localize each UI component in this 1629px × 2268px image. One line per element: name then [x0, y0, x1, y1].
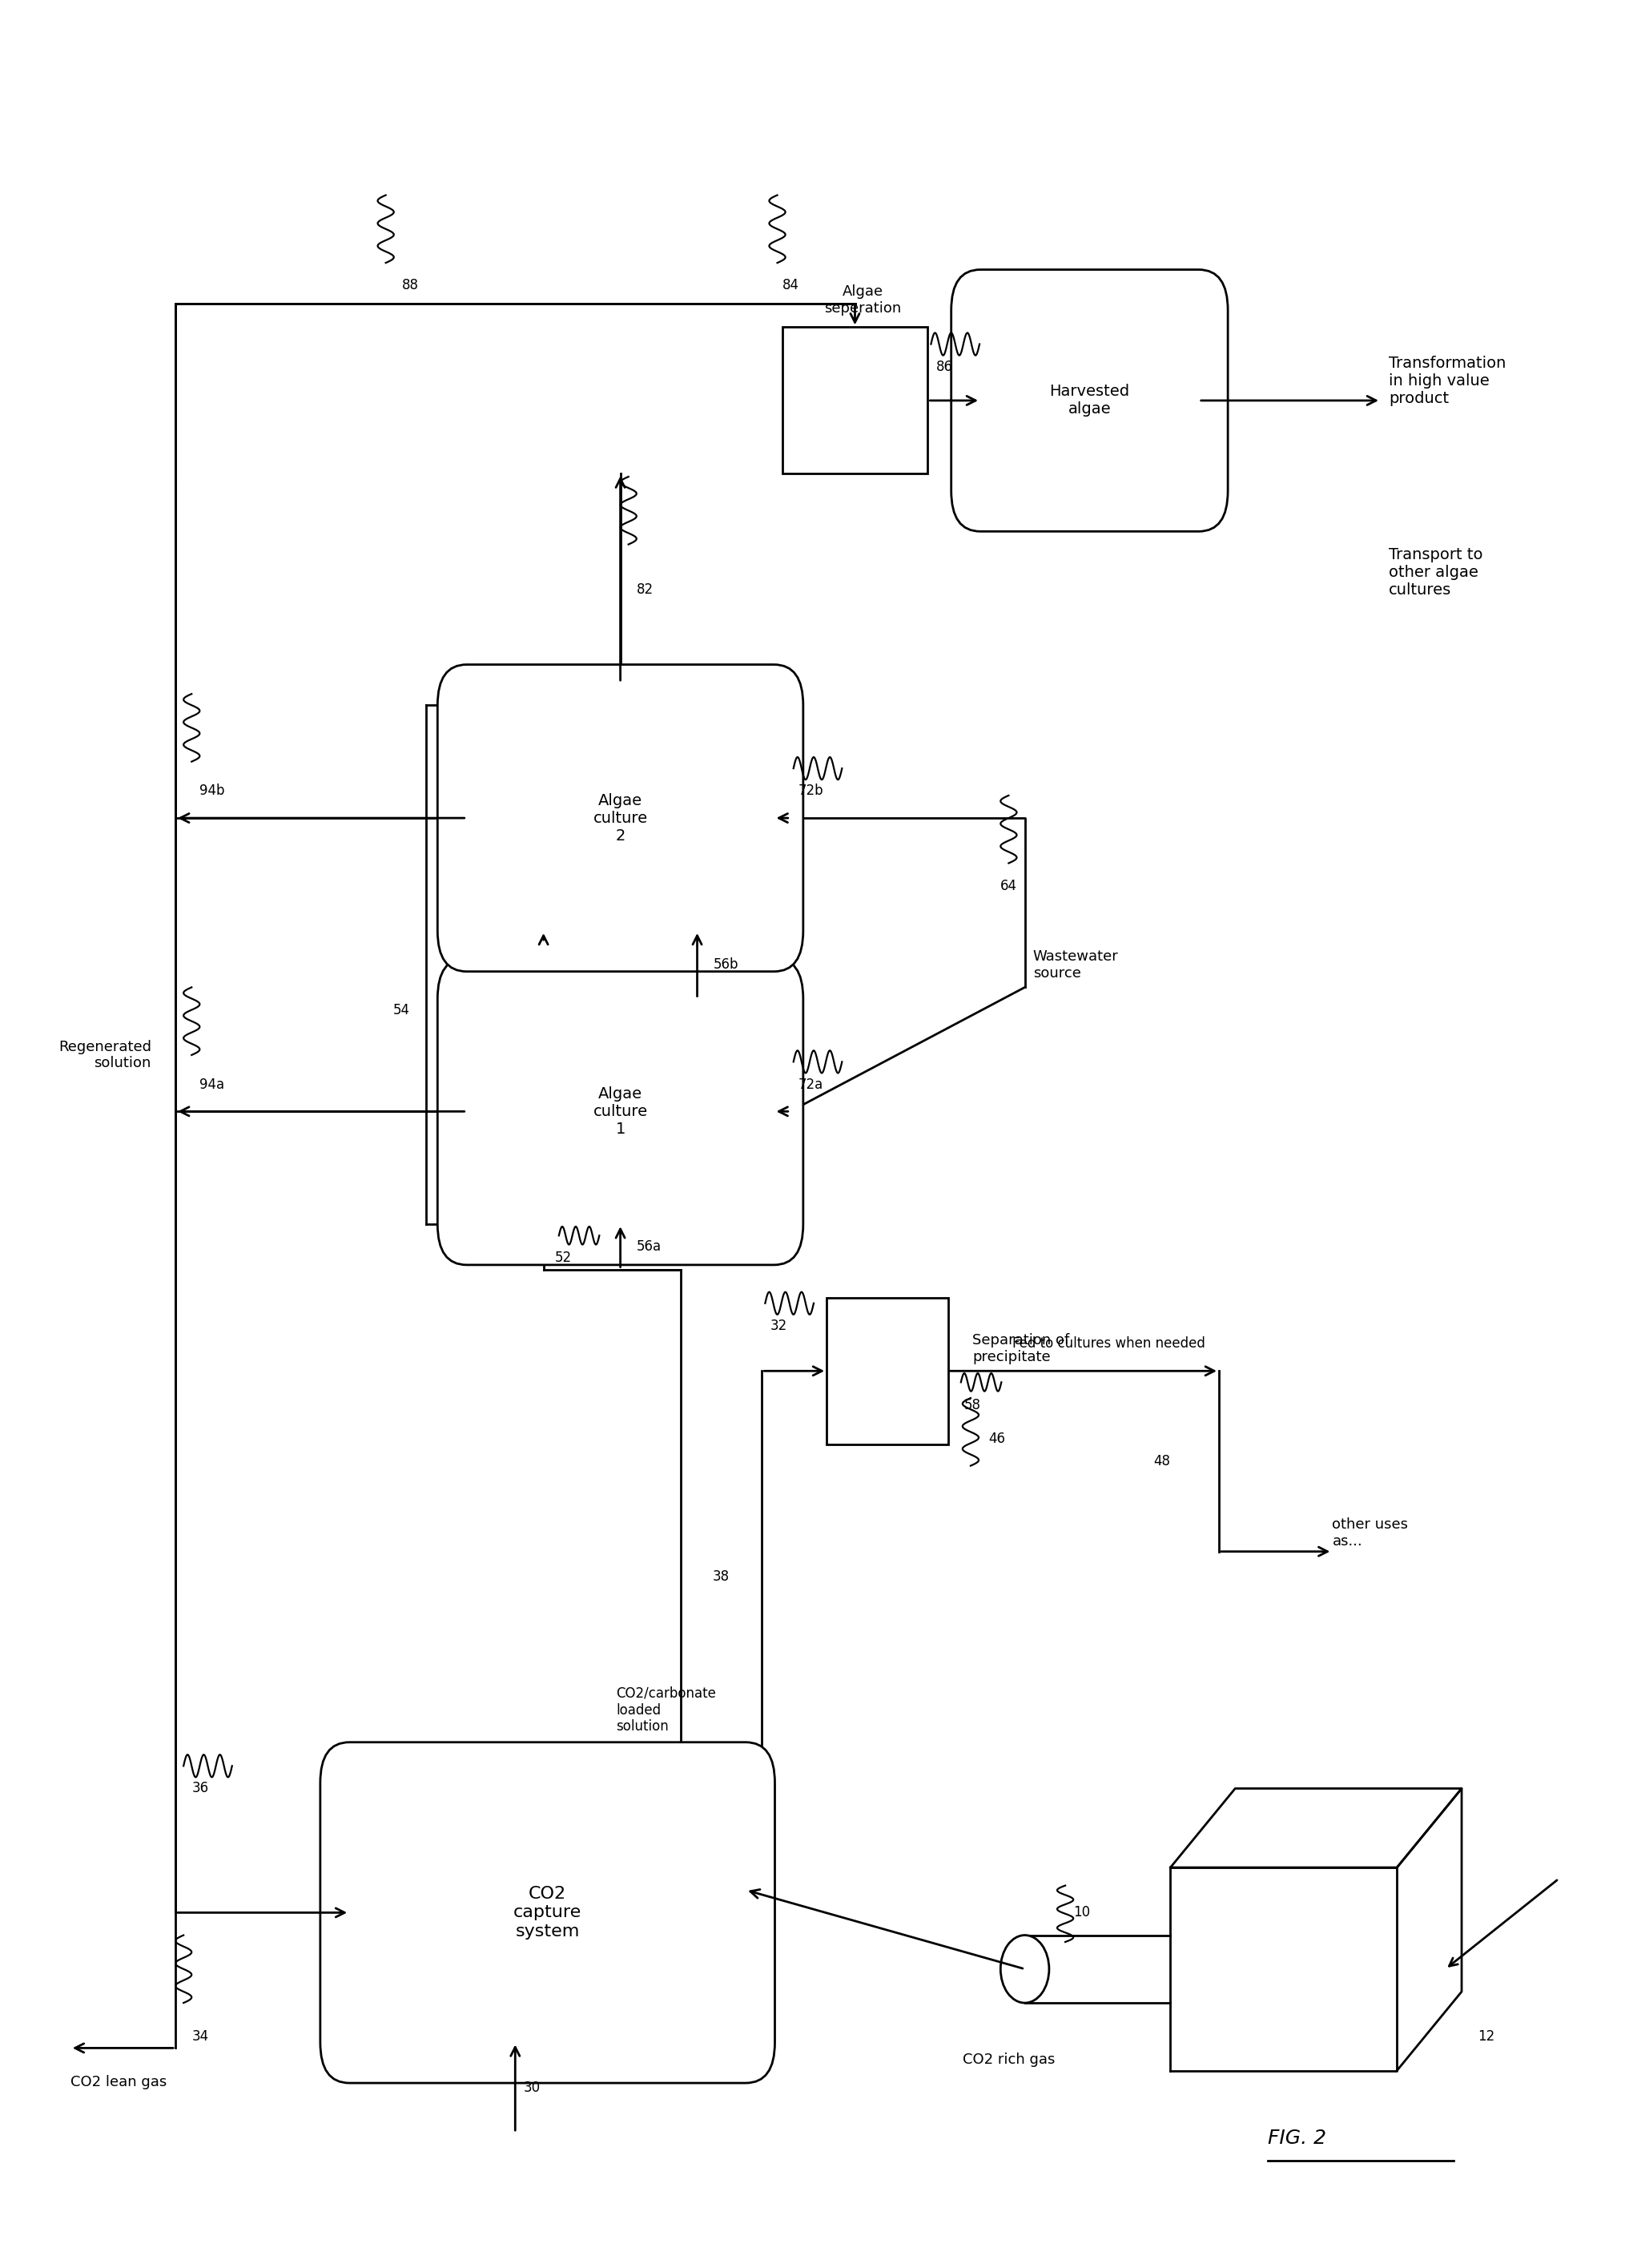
Text: 94a: 94a — [200, 1077, 225, 1091]
Text: 86: 86 — [935, 358, 953, 374]
FancyBboxPatch shape — [321, 1742, 775, 2082]
Text: 94b: 94b — [200, 785, 225, 798]
Text: Regenerated
solution: Regenerated solution — [59, 1039, 151, 1070]
Text: CO2 rich gas: CO2 rich gas — [963, 2053, 1056, 2066]
Text: Transformation
in high value
product: Transformation in high value product — [1390, 356, 1507, 406]
Text: 82: 82 — [637, 583, 653, 596]
Text: FIG. 2: FIG. 2 — [1267, 2130, 1326, 2148]
Text: CO2/carbonate
loaded
solution: CO2/carbonate loaded solution — [616, 1685, 717, 1735]
Text: 12: 12 — [1478, 2030, 1495, 2043]
Text: Algae
seperation: Algae seperation — [824, 286, 901, 315]
Text: 72a: 72a — [798, 1077, 823, 1091]
Text: 36: 36 — [192, 1780, 209, 1796]
Text: Separation of
precipitate: Separation of precipitate — [973, 1334, 1069, 1363]
FancyBboxPatch shape — [438, 957, 803, 1266]
Text: 48: 48 — [1153, 1454, 1170, 1467]
Circle shape — [1000, 1935, 1049, 2003]
Text: 56a: 56a — [637, 1241, 661, 1254]
Text: Wastewater
source: Wastewater source — [1033, 950, 1119, 980]
Text: Algae
culture
1: Algae culture 1 — [593, 1086, 648, 1136]
Text: Harvested
algae: Harvested algae — [1049, 383, 1129, 417]
Text: 58: 58 — [964, 1397, 981, 1413]
Text: Fed to cultures when needed: Fed to cultures when needed — [1013, 1336, 1205, 1352]
Bar — [782, 327, 929, 474]
Text: 38: 38 — [712, 1569, 730, 1583]
Text: Transport to
other algae
cultures: Transport to other algae cultures — [1390, 547, 1482, 599]
Text: other uses
as...: other uses as... — [1333, 1517, 1409, 1549]
Text: 84: 84 — [782, 279, 798, 293]
Text: 34: 34 — [192, 2030, 209, 2043]
Text: 72b: 72b — [798, 785, 824, 798]
FancyBboxPatch shape — [951, 270, 1228, 531]
Text: Algae
culture
2: Algae culture 2 — [593, 794, 648, 844]
Bar — [826, 1297, 948, 1445]
Text: 46: 46 — [989, 1431, 1005, 1447]
Text: 88: 88 — [402, 279, 419, 293]
Text: 64: 64 — [1000, 878, 1016, 894]
Text: 30: 30 — [523, 2080, 541, 2096]
FancyBboxPatch shape — [438, 665, 803, 971]
Text: CO2
capture
system: CO2 capture system — [513, 1887, 582, 1939]
Text: 56b: 56b — [714, 957, 738, 973]
Text: 52: 52 — [555, 1252, 572, 1266]
Text: 10: 10 — [1074, 1905, 1090, 1919]
Text: 32: 32 — [771, 1318, 787, 1334]
Text: CO2 lean gas: CO2 lean gas — [70, 2075, 166, 2089]
Text: 54: 54 — [393, 1002, 411, 1016]
